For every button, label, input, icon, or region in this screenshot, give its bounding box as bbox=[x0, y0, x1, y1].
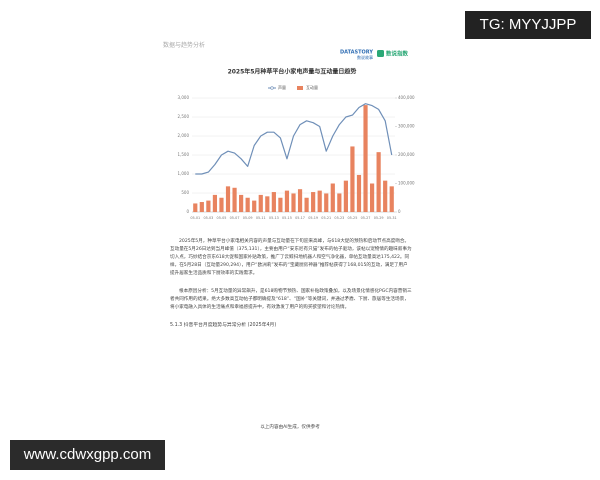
x-tick-label: 05-05 bbox=[217, 216, 227, 220]
bar bbox=[297, 189, 303, 212]
bar bbox=[271, 192, 276, 212]
x-tick-label: 05-01 bbox=[190, 216, 200, 220]
line bbox=[195, 103, 393, 175]
bar bbox=[343, 180, 348, 212]
bar bbox=[317, 190, 322, 212]
bar bbox=[245, 197, 250, 212]
x-tick-label: 05-19 bbox=[308, 216, 318, 220]
bar bbox=[219, 197, 224, 212]
x-tick-label: 05-21 bbox=[321, 216, 331, 220]
y2-tick-label: 400,000 bbox=[398, 95, 415, 100]
bar bbox=[369, 183, 375, 212]
bar bbox=[376, 152, 381, 212]
bar bbox=[206, 200, 211, 212]
bar bbox=[239, 194, 244, 212]
bar bbox=[199, 202, 204, 212]
bar bbox=[389, 186, 394, 212]
brand-icon bbox=[377, 50, 384, 57]
x-tick-label: 05-03 bbox=[203, 216, 213, 220]
y-tick-label: 500 bbox=[181, 190, 189, 195]
bar bbox=[304, 197, 309, 212]
bar bbox=[278, 197, 283, 212]
x-tick-label: 05-11 bbox=[256, 216, 266, 220]
paragraph: 2025年5月，种草平台小家电相关内容的声量与互动量在下旬迎来高峰，与618大促… bbox=[170, 239, 412, 276]
section-label: 数据与趋势分析 bbox=[163, 42, 206, 49]
bar bbox=[193, 203, 198, 212]
y-tick-label: 0 bbox=[186, 209, 189, 214]
y2-tick-label: 0 bbox=[398, 209, 401, 214]
bar bbox=[284, 190, 290, 212]
x-tick-label: 05-13 bbox=[269, 216, 279, 220]
bar bbox=[311, 192, 316, 212]
y-tick-label: 2,000 bbox=[178, 133, 190, 138]
site-watermark: www.cdwxgpp.com bbox=[10, 440, 165, 470]
x-tick-label: 05-09 bbox=[243, 216, 253, 220]
legend-swatch bbox=[270, 86, 274, 90]
bar bbox=[232, 187, 237, 212]
x-tick-label: 05-27 bbox=[361, 216, 371, 220]
paragraph: 根本原因分析：5月互动量的异常飙升，是618购物节预热、国家补贴政策叠加，以及场… bbox=[170, 289, 412, 310]
bar bbox=[337, 193, 342, 212]
chart-title: 2025年5月种草平台小家电声量与互动量日趋势 bbox=[228, 68, 357, 76]
bar bbox=[212, 194, 218, 212]
section-heading: 5.1.3 抖音平台月度趋势与异常分析 (2025年4月) bbox=[170, 323, 277, 328]
bar bbox=[330, 183, 335, 212]
x-tick-label: 05-15 bbox=[282, 216, 292, 220]
bar bbox=[383, 180, 388, 212]
bar bbox=[258, 194, 263, 212]
y-tick-label: 1,500 bbox=[178, 152, 190, 157]
y2-tick-label: 200,000 bbox=[398, 152, 415, 157]
x-tick-label: 05-31 bbox=[387, 216, 397, 220]
bar bbox=[225, 186, 231, 212]
y-tick-label: 3,000 bbox=[178, 95, 190, 100]
x-tick-label: 05-07 bbox=[230, 216, 240, 220]
x-tick-label: 05-25 bbox=[348, 216, 358, 220]
bar bbox=[265, 196, 270, 212]
legend-swatch bbox=[297, 86, 303, 90]
x-tick-label: 05-29 bbox=[374, 216, 384, 220]
chart: DATASTORY 数说故事 数说指数 2025年5月种草平台小家电声量与互动量… bbox=[178, 50, 415, 221]
bar bbox=[324, 193, 329, 212]
bar bbox=[356, 174, 362, 212]
y2-tick-label: 300,000 bbox=[398, 124, 415, 129]
legend-label: 声量 bbox=[278, 84, 286, 90]
bar bbox=[363, 105, 368, 212]
footer: 以上内容由AI生成，仅供参考 bbox=[260, 425, 320, 430]
x-tick-label: 05-23 bbox=[334, 216, 344, 220]
logo: DATASTORY bbox=[340, 50, 373, 56]
brand: 数说指数 bbox=[386, 50, 409, 58]
y2-tick-label: 100,000 bbox=[398, 181, 415, 186]
logo-sub: 数说故事 bbox=[357, 54, 373, 60]
legend-label: 互动量 bbox=[306, 84, 318, 90]
y-tick-label: 2,500 bbox=[178, 114, 190, 119]
bar bbox=[291, 193, 296, 212]
bar bbox=[252, 200, 257, 212]
bar bbox=[350, 146, 355, 212]
x-tick-label: 05-17 bbox=[295, 216, 305, 220]
watermark: TG: MYYJJPP bbox=[465, 11, 591, 39]
y-tick-label: 1,000 bbox=[178, 171, 190, 176]
